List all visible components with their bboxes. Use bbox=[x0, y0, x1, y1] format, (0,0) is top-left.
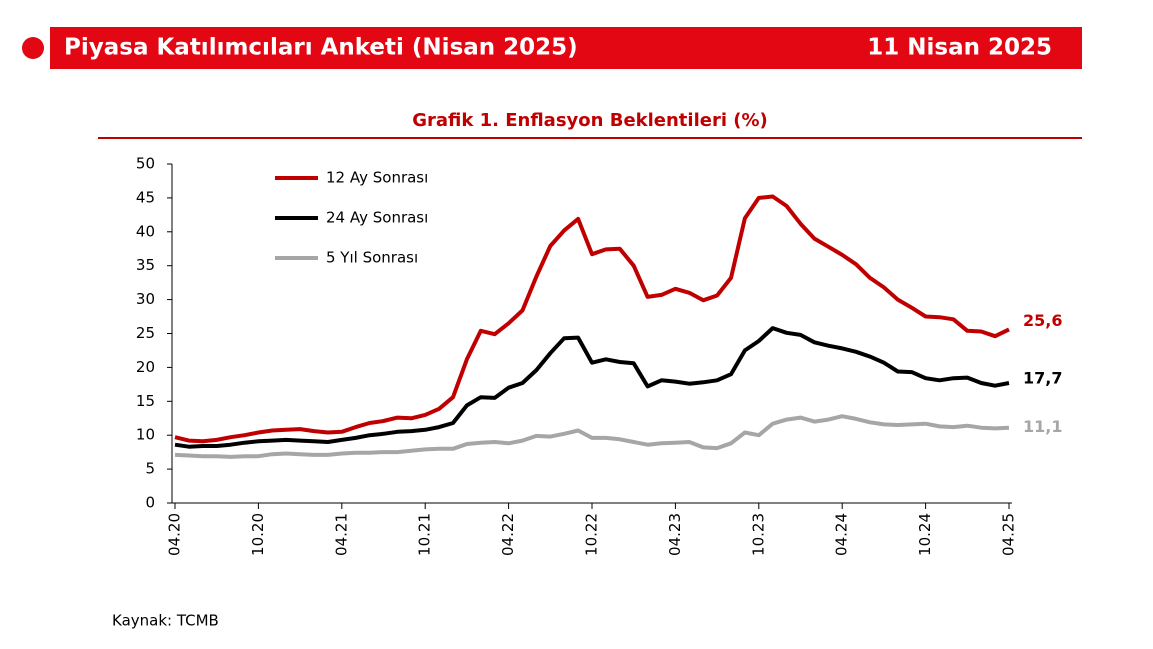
y-tick-label: 45 bbox=[136, 188, 155, 206]
y-tick-label: 0 bbox=[145, 494, 155, 512]
y-tick-label: 30 bbox=[136, 290, 155, 308]
y-tick-label: 40 bbox=[136, 222, 155, 240]
header-title: Piyasa Katılımcıları Anketi (Nisan 2025) bbox=[64, 35, 578, 61]
bullet bbox=[22, 37, 44, 59]
y-tick-label: 25 bbox=[136, 324, 155, 342]
end-label: 17,7 bbox=[1023, 368, 1062, 387]
y-tick-label: 10 bbox=[136, 426, 155, 444]
x-tick-label: 04.24 bbox=[833, 513, 851, 556]
source: Kaynak: TCMB bbox=[112, 612, 219, 630]
end-label: 11,1 bbox=[1023, 417, 1062, 436]
series-line bbox=[174, 326, 1010, 449]
series-line bbox=[174, 414, 1010, 459]
y-tick-label: 35 bbox=[136, 256, 155, 274]
x-tick-label: 04.20 bbox=[166, 513, 184, 556]
x-tick-label: 10.23 bbox=[749, 513, 767, 556]
series-line bbox=[174, 194, 1010, 444]
y-tick-label: 50 bbox=[136, 155, 155, 173]
x-tick-label: 10.24 bbox=[916, 513, 934, 556]
legend-label: 12 Ay Sonrası bbox=[326, 169, 428, 187]
x-tick-label: 04.25 bbox=[1000, 513, 1018, 556]
legend-label: 24 Ay Sonrası bbox=[326, 209, 428, 227]
y-tick-label: 15 bbox=[136, 392, 155, 410]
header-date: 11 Nisan 2025 bbox=[867, 35, 1052, 61]
x-tick-label: 10.22 bbox=[583, 513, 601, 556]
chart-title: Grafik 1. Enflasyon Beklentileri (%) bbox=[412, 110, 768, 131]
x-tick-label: 10.21 bbox=[416, 513, 434, 556]
x-tick-label: 04.23 bbox=[666, 513, 684, 556]
header-bar bbox=[50, 27, 1082, 69]
end-label: 25,6 bbox=[1023, 311, 1062, 330]
x-tick-label: 04.22 bbox=[499, 513, 517, 556]
x-tick-label: 04.21 bbox=[332, 513, 350, 556]
y-tick-label: 5 bbox=[145, 460, 155, 478]
y-tick-label: 20 bbox=[136, 358, 155, 376]
legend-label: 5 Yıl Sonrası bbox=[326, 249, 418, 267]
x-tick-label: 10.20 bbox=[249, 513, 267, 556]
